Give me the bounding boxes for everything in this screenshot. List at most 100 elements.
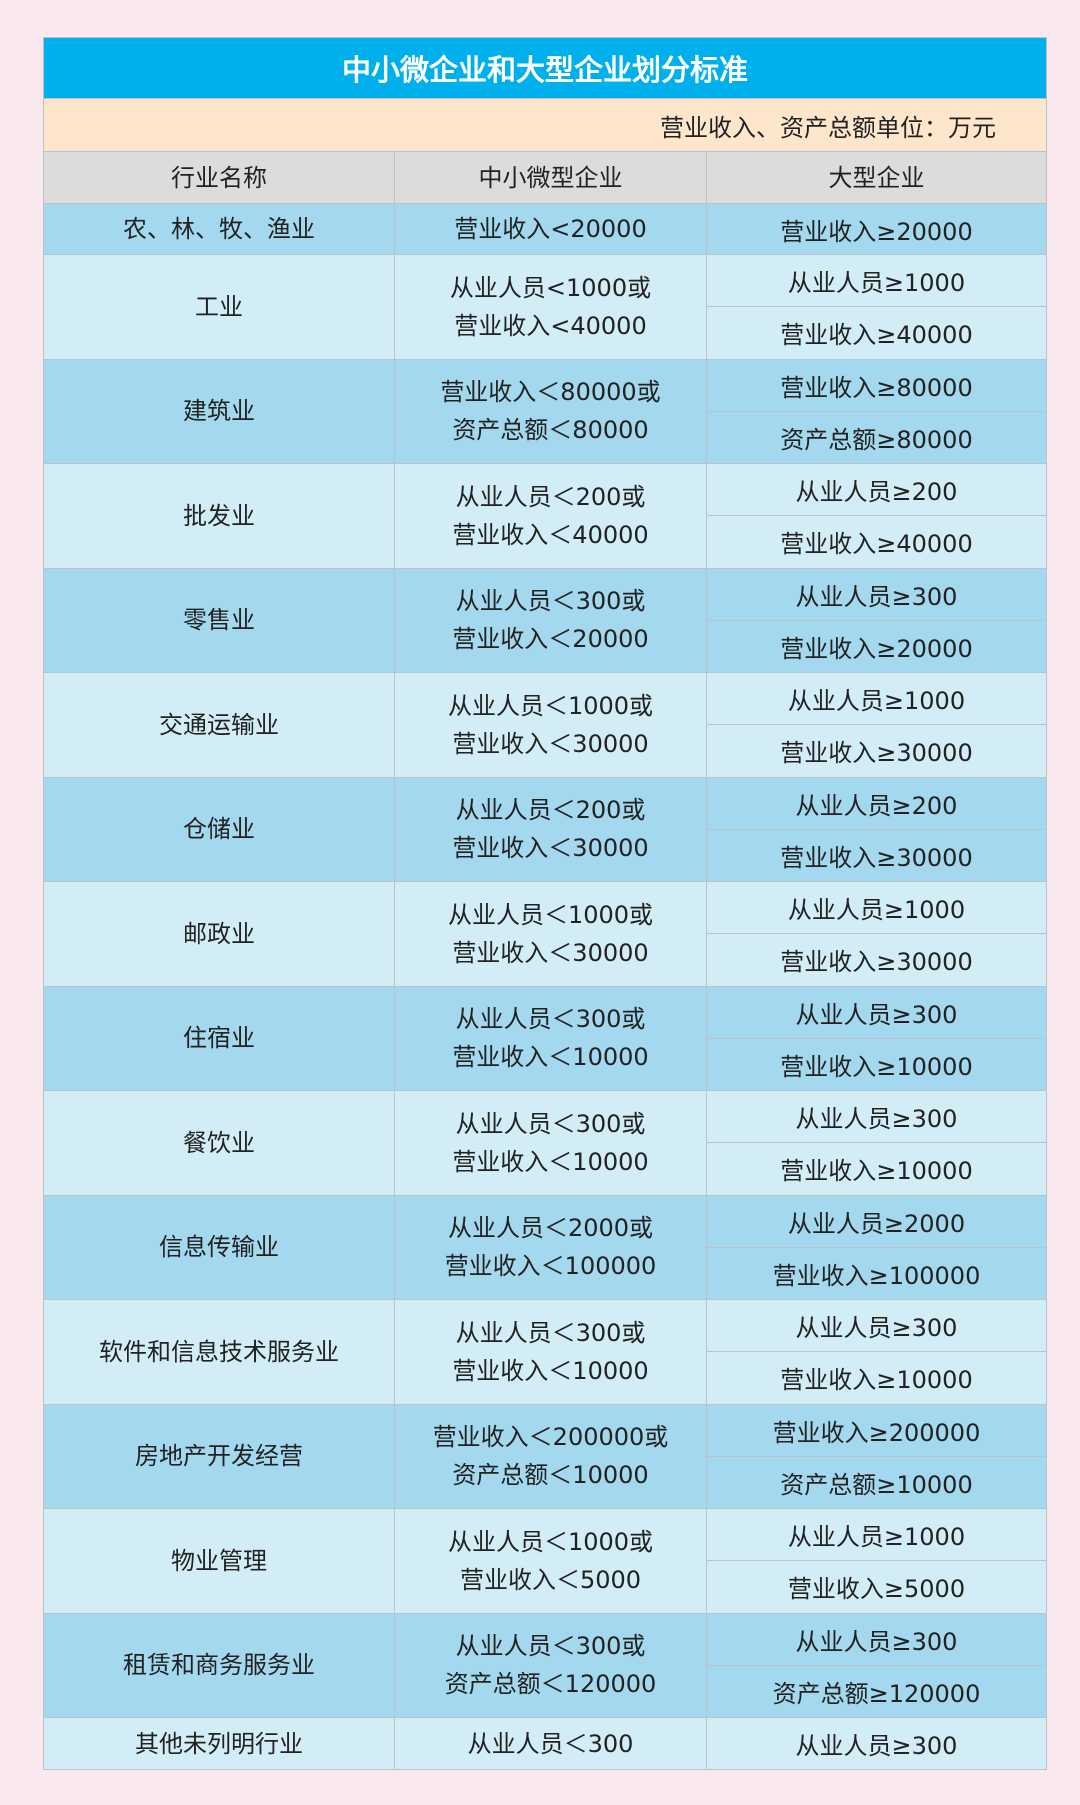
- industry-cell: 农、林、牧、渔业: [44, 204, 395, 254]
- sme-criteria-line: 从业人员<1000或: [449, 273, 652, 302]
- large-criteria-line: 营业收入≥5000: [707, 1560, 1046, 1612]
- table-row: 交通运输业 从业人员＜1000或 营业收入＜30000 从业人员≥1000 营业收入≥3…: [44, 673, 1046, 778]
- sme-criteria-line: 营业收入＜30000: [452, 834, 649, 863]
- table-row: 农、林、牧、渔业 营业收入<20000 营业收入≥20000: [44, 204, 1046, 255]
- large-criteria-cell: 从业人员≥300 营业收入≥10000: [707, 1300, 1046, 1404]
- large-criteria-cell: 从业人员≥300 营业收入≥10000: [707, 987, 1046, 1091]
- sme-criteria-cell: 从业人员＜300或 营业收入＜20000: [395, 568, 707, 672]
- sme-criteria-line: 营业收入＜40000: [452, 520, 649, 549]
- large-criteria-cell: 从业人员≥1000 营业收入≥40000: [707, 255, 1046, 359]
- large-criteria-cell: 从业人员≥1000 营业收入≥30000: [707, 673, 1046, 777]
- large-criteria-cell: 从业人员≥2000 营业收入≥100000: [707, 1196, 1046, 1300]
- sme-criteria-cell: 营业收入＜80000或 资产总额＜80000: [395, 359, 707, 463]
- sme-criteria-cell: 从业人员＜300或 营业收入＜10000: [395, 1091, 707, 1195]
- large-criteria-line: 从业人员≥200: [795, 791, 958, 820]
- large-criteria-line: 营业收入≥100000: [707, 1246, 1046, 1299]
- large-criteria-line: 从业人员≥300: [795, 1627, 958, 1656]
- sme-criteria-cell: 从业人员＜1000或 营业收入＜5000: [395, 1509, 707, 1613]
- large-criteria-line: 营业收入≥20000: [707, 619, 1046, 672]
- industry-cell: 工业: [44, 255, 395, 359]
- sme-criteria-cell: 从业人员＜200或 营业收入＜40000: [395, 464, 707, 568]
- header-row: 行业名称 中小微型企业 大型企业: [44, 152, 1046, 204]
- sme-criteria-line: 从业人员＜1000或: [447, 691, 654, 720]
- table-body: 农、林、牧、渔业 营业收入<20000 营业收入≥20000 工业 从业人员<1000或…: [44, 204, 1046, 1769]
- sme-criteria-line: 从业人员＜300或: [455, 587, 646, 616]
- industry-cell: 住宿业: [44, 986, 395, 1090]
- sme-criteria-cell: 营业收入<20000: [395, 204, 707, 254]
- sme-criteria-line: 从业人员＜300或: [455, 1318, 646, 1347]
- sme-criteria-line: 营业收入＜80000或: [440, 378, 661, 407]
- industry-cell: 物业管理: [44, 1509, 395, 1613]
- industry-cell: 批发业: [44, 464, 395, 568]
- sme-criteria-cell: 从业人员＜2000或 营业收入＜100000: [395, 1195, 707, 1299]
- sme-criteria-line: 营业收入＜5000: [459, 1565, 642, 1594]
- table-row: 软件和信息技术服务业 从业人员＜300或 营业收入＜10000 从业人员≥300 营业收…: [44, 1300, 1046, 1405]
- large-criteria-line: 从业人员≥2000: [787, 1209, 966, 1238]
- large-criteria-line: 营业收入≥10000: [707, 1142, 1046, 1194]
- sme-criteria-line: 资产总额＜120000: [444, 1670, 657, 1699]
- sme-criteria-line: 从业人员＜300或: [455, 1109, 646, 1138]
- sme-criteria-cell: 从业人员＜300或 营业收入＜10000: [395, 1300, 707, 1404]
- table-row: 信息传输业 从业人员＜2000或 营业收入＜100000 从业人员≥2000 营业收入≥…: [44, 1195, 1046, 1300]
- large-criteria-line: 从业人员≥300: [795, 582, 958, 611]
- sme-criteria-line: 营业收入＜10000: [452, 1043, 649, 1072]
- large-criteria-line: 从业人员≥200: [795, 478, 958, 507]
- sme-criteria-line: 从业人员＜300或: [455, 1005, 646, 1034]
- industry-cell: 交通运输业: [44, 673, 395, 777]
- sme-criteria-cell: 从业人员＜300或 营业收入＜10000: [395, 986, 707, 1090]
- sme-criteria-line: 营业收入＜200000或: [432, 1423, 669, 1452]
- table-row: 工业 从业人员<1000或 营业收入<40000 从业人员≥1000 营业收入≥4000…: [44, 255, 1046, 360]
- industry-cell: 邮政业: [44, 882, 395, 986]
- table-row: 租赁和商务服务业 从业人员＜300或 资产总额＜120000 从业人员≥300 资产总额…: [44, 1613, 1046, 1718]
- sme-criteria-cell: 从业人员＜300或 资产总额＜120000: [395, 1613, 707, 1717]
- sme-criteria-cell: 从业人员<1000或 营业收入<40000: [395, 255, 707, 359]
- large-criteria-line: 营业收入≥10000: [707, 1037, 1046, 1090]
- large-criteria-line: 营业收入≥10000: [707, 1351, 1046, 1403]
- large-criteria-line: 资产总额≥80000: [707, 410, 1046, 463]
- industry-cell: 信息传输业: [44, 1195, 395, 1299]
- table-row: 仓储业 从业人员＜200或 营业收入＜30000 从业人员≥200 营业收入≥30000: [44, 777, 1046, 882]
- large-criteria-line: 资产总额≥10000: [707, 1455, 1046, 1508]
- large-criteria-line: 从业人员≥300: [795, 1732, 958, 1760]
- sme-criteria-line: 从业人员＜1000或: [447, 900, 654, 929]
- large-criteria-line: 从业人员≥300: [795, 1314, 958, 1343]
- large-criteria-cell: 从业人员≥300 营业收入≥20000: [707, 569, 1046, 673]
- large-criteria-line: 营业收入≥20000: [780, 217, 973, 246]
- industry-cell: 建筑业: [44, 359, 395, 463]
- sme-criteria-line: 营业收入<20000: [454, 215, 647, 243]
- sme-criteria-line: 营业收入<40000: [454, 311, 647, 340]
- sme-criteria-line: 营业收入＜10000: [452, 1356, 649, 1385]
- large-criteria-line: 营业收入≥200000: [772, 1418, 981, 1447]
- sme-criteria-line: 营业收入＜30000: [452, 938, 649, 967]
- table-row: 零售业 从业人员＜300或 营业收入＜20000 从业人员≥300 营业收入≥20000: [44, 568, 1046, 673]
- large-criteria-line: 营业收入≥30000: [707, 724, 1046, 776]
- industry-cell: 房地产开发经营: [44, 1404, 395, 1508]
- sme-criteria-line: 从业人员＜2000或: [447, 1214, 654, 1243]
- sme-criteria-line: 营业收入＜30000: [452, 729, 649, 758]
- sme-criteria-cell: 从业人员＜1000或 营业收入＜30000: [395, 673, 707, 777]
- table-row: 建筑业 营业收入＜80000或 资产总额＜80000 营业收入≥80000 资产总额≥8…: [44, 359, 1046, 464]
- industry-cell: 租赁和商务服务业: [44, 1613, 395, 1717]
- header-industry: 行业名称: [44, 152, 395, 203]
- large-criteria-cell: 从业人员≥1000 营业收入≥30000: [707, 882, 1046, 986]
- table-row: 餐饮业 从业人员＜300或 营业收入＜10000 从业人员≥300 营业收入≥10000: [44, 1091, 1046, 1196]
- industry-cell: 其他未列明行业: [44, 1718, 395, 1769]
- sme-criteria-cell: 营业收入＜200000或 资产总额＜10000: [395, 1404, 707, 1508]
- large-criteria-line: 营业收入≥80000: [780, 373, 973, 402]
- large-criteria-cell: 从业人员≥300 营业收入≥10000: [707, 1091, 1046, 1195]
- sme-criteria-cell: 从业人员＜200或 营业收入＜30000: [395, 777, 707, 881]
- sme-criteria-line: 营业收入＜20000: [452, 625, 649, 654]
- large-criteria-cell: 从业人员≥300: [707, 1718, 1046, 1769]
- large-criteria-cell: 营业收入≥200000 资产总额≥10000: [707, 1405, 1046, 1509]
- table-row: 物业管理 从业人员＜1000或 营业收入＜5000 从业人员≥1000 营业收入≥500…: [44, 1509, 1046, 1614]
- large-criteria-line: 从业人员≥1000: [787, 269, 966, 298]
- industry-cell: 餐饮业: [44, 1091, 395, 1195]
- sme-criteria-line: 从业人员＜300或: [455, 1632, 646, 1661]
- header-sme: 中小微型企业: [395, 152, 707, 203]
- large-criteria-cell: 从业人员≥200 营业收入≥40000: [707, 464, 1046, 568]
- table-row: 批发业 从业人员＜200或 营业收入＜40000 从业人员≥200 营业收入≥40000: [44, 464, 1046, 569]
- large-criteria-line: 营业收入≥40000: [707, 306, 1046, 358]
- sme-criteria-line: 从业人员＜300: [467, 1729, 634, 1758]
- large-criteria-line: 从业人员≥1000: [787, 896, 966, 925]
- large-criteria-line: 资产总额≥120000: [707, 1664, 1046, 1717]
